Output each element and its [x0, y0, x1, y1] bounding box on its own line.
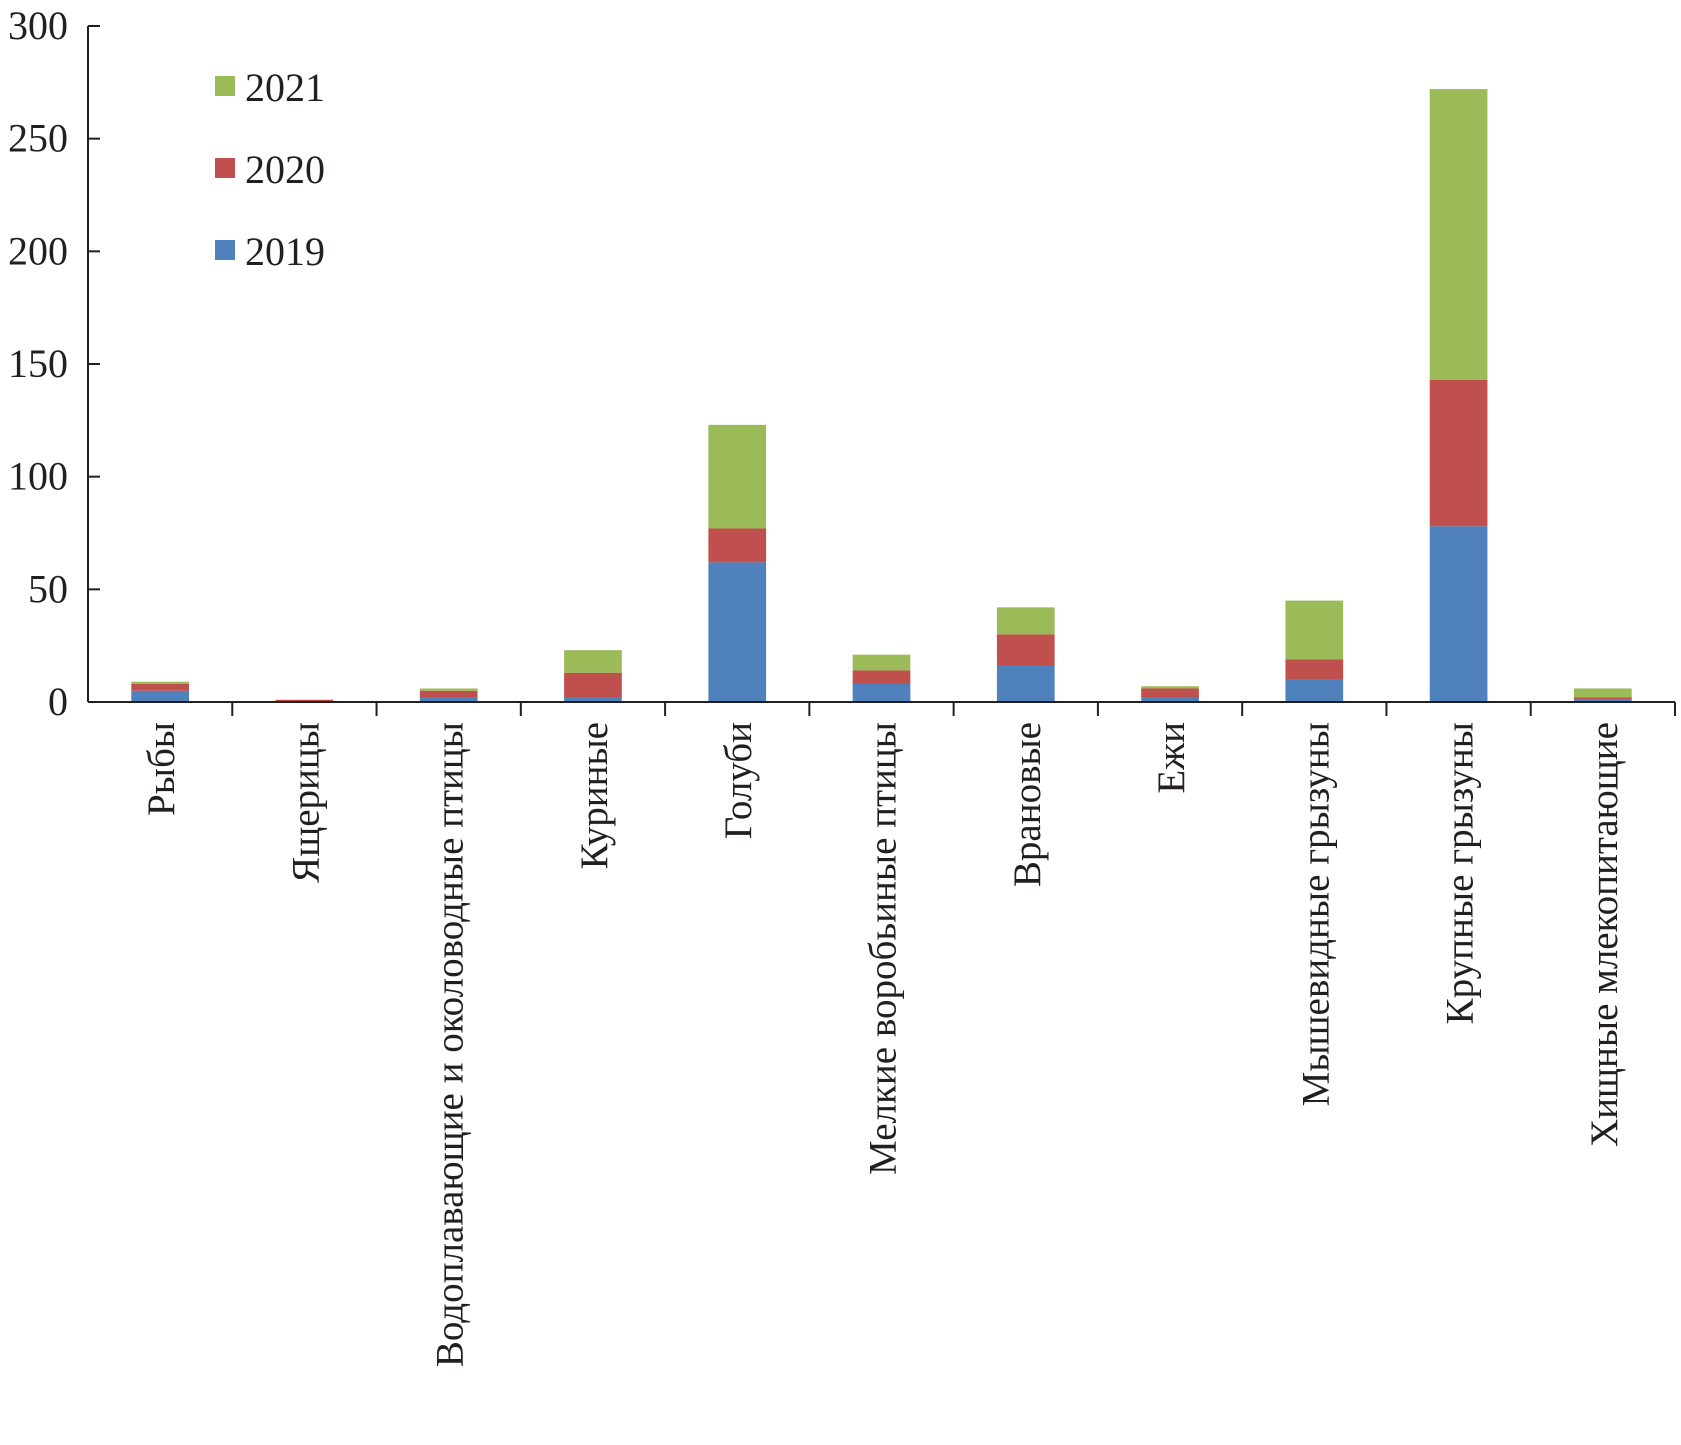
bar-2020: [419, 690, 478, 698]
bar-2021: [708, 424, 767, 529]
bar-2021: [131, 681, 189, 684]
bar-2019: [1574, 699, 1632, 702]
x-axis: [88, 701, 1676, 716]
bar-2019: [131, 690, 189, 702]
x-category-label: Врановые: [1006, 722, 1049, 887]
bar-2020: [1285, 659, 1344, 680]
y-tick-label: 300: [8, 3, 68, 48]
bar-2021: [1574, 688, 1632, 698]
x-category-label: Хищные млекопитающие: [1583, 722, 1626, 1147]
x-category-label: Крупные грызуны: [1439, 722, 1482, 1024]
x-category-label: Водоплавающие и околоводные птицы: [429, 722, 472, 1367]
y-tick-label: 200: [8, 228, 68, 273]
bar-2020: [996, 634, 1055, 666]
x-category-label: Ящерицы: [284, 722, 327, 883]
y-tick-label: 150: [8, 341, 68, 386]
x-category-label: Рыбы: [140, 722, 183, 816]
bar-2019: [996, 665, 1055, 702]
bar-2019: [1285, 679, 1344, 702]
legend-label-2021: 2021: [245, 65, 325, 110]
x-category-label: Голуби: [717, 722, 760, 839]
x-category-label: Ежи: [1150, 722, 1193, 794]
legend-swatch-2019: [215, 240, 235, 260]
category-labels: Рыбы Ящерицы Водоплавающие и околоводные п…: [140, 722, 1626, 1367]
bar-2019: [708, 562, 767, 702]
bar-2020: [1141, 688, 1199, 698]
y-tick-label: 100: [8, 454, 68, 499]
bar-2019: [564, 697, 622, 702]
bars: [131, 89, 1632, 702]
bar-2019: [1141, 697, 1199, 702]
bar-2020: [564, 672, 622, 698]
x-category-label: Куриные: [573, 722, 616, 869]
bar-2020: [852, 670, 911, 684]
bar-2019: [852, 683, 911, 702]
bar-2020: [1574, 697, 1632, 700]
y-tick-label: 0: [48, 679, 68, 724]
y-axis: 0 50 100 150 200 250 300: [8, 3, 100, 724]
bar-2020: [275, 699, 334, 702]
bar-2021: [564, 650, 622, 673]
legend-swatch-2021: [215, 76, 235, 96]
bar-2020: [1429, 379, 1488, 527]
bar-2020: [708, 528, 767, 563]
y-tick-label: 250: [8, 116, 68, 161]
legend: 2021 2020 2019: [215, 65, 325, 274]
legend-swatch-2020: [215, 158, 235, 178]
legend-label-2019: 2019: [245, 229, 325, 274]
bar-2021: [419, 688, 478, 691]
bar-2019: [419, 697, 478, 702]
y-tick-label: 50: [28, 566, 68, 611]
bar-2020: [131, 683, 189, 691]
bar-2019: [1429, 526, 1488, 702]
bar-2021: [1429, 89, 1488, 380]
x-category-label: Мелкие воробьиные птицы: [862, 722, 905, 1175]
legend-label-2020: 2020: [245, 147, 325, 192]
bar-2021: [1285, 600, 1344, 660]
bar-2021: [996, 607, 1055, 635]
x-category-label: Мышевидные грызуны: [1294, 722, 1337, 1106]
bar-2021: [1141, 686, 1199, 689]
bar-2021: [852, 654, 911, 671]
